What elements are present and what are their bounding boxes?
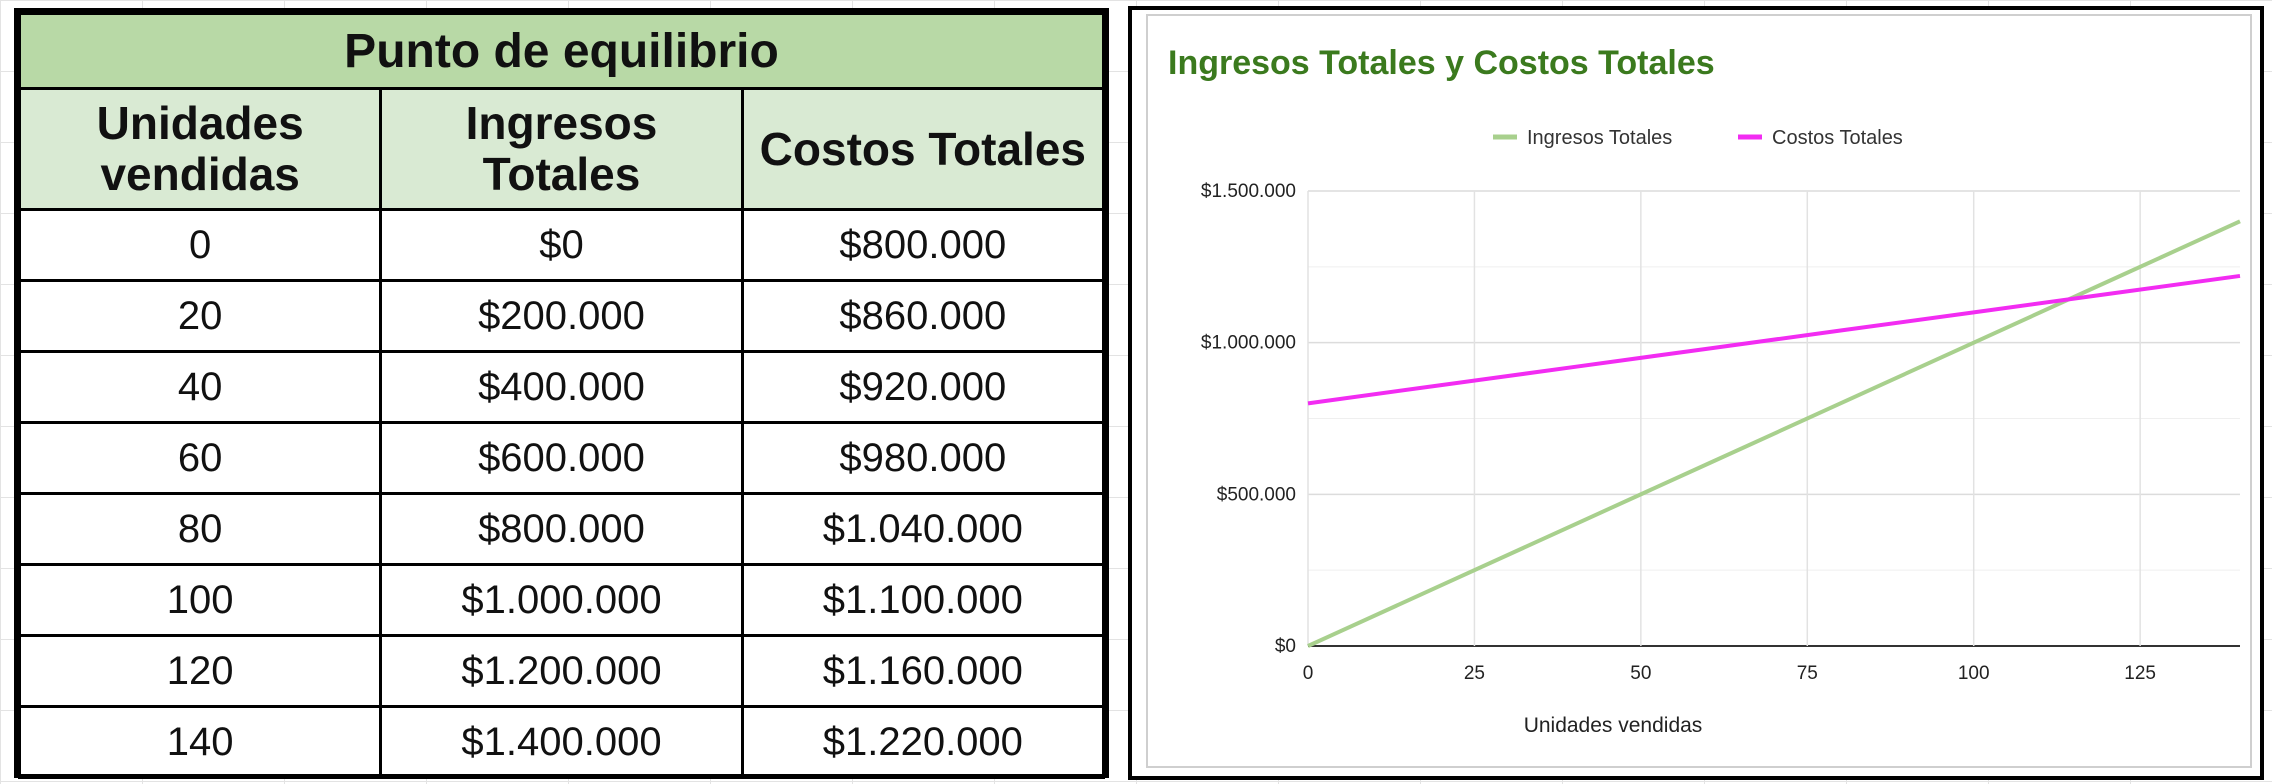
cell-costs: $1.100.000 [740,563,1106,637]
cell-costs: $800.000 [740,208,1106,282]
series-line [1307,219,2241,648]
cell-revenue: $1.000.000 [379,563,744,637]
chart-frame: Ingresos Totales y Costos Totales Ingres… [1128,6,2264,780]
cell-units: 0 [17,208,383,282]
x-axis-title: Unidades vendidas [1524,714,1703,737]
column-header-units: Unidades vendidas [17,87,383,211]
table-row: 100 $1.000.000 $1.100.000 [17,563,1106,637]
cell-costs: $1.160.000 [740,634,1106,708]
cell-revenue: $400.000 [379,350,744,424]
cell-revenue: $200.000 [379,279,744,353]
cell-costs: $860.000 [740,279,1106,353]
chart-gridlines [1307,190,2240,647]
x-tick-label: 75 [1797,663,1818,684]
cell-units: 80 [17,492,383,566]
cell-revenue: $600.000 [379,421,744,495]
y-tick-label: $500.000 [1217,484,1296,505]
table-row: 80 $800.000 $1.040.000 [17,492,1106,566]
cell-units: 40 [17,350,383,424]
cell-costs: $1.040.000 [740,492,1106,566]
chart-legend[interactable]: Ingresos Totales Costos Totales [1493,127,1903,149]
chart-card[interactable]: Ingresos Totales y Costos Totales Ingres… [1146,14,2252,768]
y-tick-label: $1.000.000 [1201,333,1296,354]
chart-title: Ingresos Totales y Costos Totales [1168,44,1715,82]
x-tick-label: 25 [1464,663,1485,684]
column-header-revenue: Ingresos Totales [379,87,744,211]
y-tick-label: $1.500.000 [1201,181,1296,202]
line-chart: Ingresos Totales y Costos Totales Ingres… [1168,44,2241,737]
cell-units: 120 [17,634,383,708]
legend-label: Costos Totales [1772,127,1903,149]
cell-revenue: $800.000 [379,492,744,566]
table-title: Punto de equilibrio [18,12,1105,90]
legend-label: Ingresos Totales [1527,127,1672,149]
x-tick-label: 50 [1630,663,1651,684]
cell-units: 140 [17,705,383,779]
table-row: 40 $400.000 $920.000 [17,350,1106,424]
cell-revenue: $1.200.000 [379,634,744,708]
y-tick-label: $0 [1275,636,1296,657]
table-row: 20 $200.000 $860.000 [17,279,1106,353]
table-row: 140 $1.400.000 $1.220.000 [17,705,1106,779]
cell-costs: $920.000 [740,350,1106,424]
column-header-costs: Costos Totales [740,87,1106,211]
x-tick-label: 0 [1303,663,1314,684]
data-table: Punto de equilibrio Unidades vendidas In… [17,12,1106,779]
cell-revenue: $0 [379,208,744,282]
table-row: 120 $1.200.000 $1.160.000 [17,634,1106,708]
cell-units: 100 [17,563,383,637]
cell-revenue: $1.400.000 [379,705,744,779]
series-line [1307,273,2241,406]
cell-costs: $980.000 [740,421,1106,495]
chart-axes: $0 $500.000 $1.000.000 $1.500.000 0 25 50 75 100… [1201,181,2156,684]
table-row: 60 $600.000 $980.000 [17,421,1106,495]
cell-costs: $1.220.000 [740,705,1106,779]
break-even-table: Punto de equilibrio Unidades vendidas In… [14,8,1109,779]
x-tick-label: 125 [2124,663,2156,684]
chart-series [1307,219,2241,648]
cell-units: 60 [17,421,383,495]
x-tick-label: 100 [1958,663,1990,684]
table-row: 0 $0 $800.000 [17,208,1106,282]
cell-units: 20 [17,279,383,353]
